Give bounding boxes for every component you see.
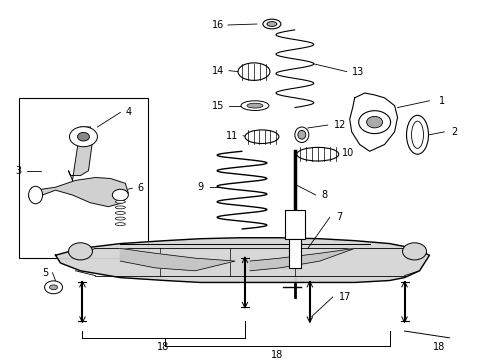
Text: 12: 12 (333, 120, 345, 130)
Text: 11: 11 (225, 131, 238, 141)
Text: 8: 8 (321, 190, 327, 200)
Bar (288, 239, 300, 268)
Ellipse shape (406, 115, 427, 154)
Bar (19, 98, 148, 258)
Circle shape (68, 243, 92, 260)
Text: 14: 14 (211, 66, 224, 76)
Circle shape (69, 127, 97, 147)
Ellipse shape (115, 201, 125, 203)
Text: 6: 6 (137, 183, 143, 193)
Circle shape (358, 111, 390, 134)
Text: 18: 18 (157, 342, 169, 352)
Polygon shape (349, 93, 397, 151)
Text: 9: 9 (197, 182, 203, 192)
Ellipse shape (266, 22, 276, 26)
Text: 3: 3 (16, 166, 21, 176)
Text: 4: 4 (125, 107, 131, 117)
Text: 13: 13 (351, 67, 363, 77)
Ellipse shape (294, 127, 308, 143)
Text: 2: 2 (450, 127, 457, 137)
Circle shape (366, 116, 382, 128)
Ellipse shape (115, 206, 125, 209)
Circle shape (44, 281, 62, 294)
Ellipse shape (115, 212, 125, 215)
Text: 1: 1 (439, 96, 445, 106)
Polygon shape (56, 238, 428, 283)
Circle shape (77, 132, 89, 141)
Circle shape (112, 189, 128, 201)
Ellipse shape (29, 186, 42, 204)
Ellipse shape (246, 103, 263, 108)
Text: 16: 16 (211, 20, 224, 30)
Polygon shape (120, 248, 235, 271)
Ellipse shape (263, 19, 280, 29)
Text: 10: 10 (341, 148, 353, 158)
Ellipse shape (411, 121, 423, 148)
Ellipse shape (115, 217, 125, 220)
Bar (285, 210, 304, 239)
Text: 18: 18 (432, 342, 445, 352)
Polygon shape (68, 127, 92, 180)
Ellipse shape (115, 223, 125, 226)
Ellipse shape (296, 147, 338, 161)
Circle shape (402, 243, 426, 260)
Polygon shape (249, 248, 354, 271)
Ellipse shape (297, 130, 305, 139)
Text: 18: 18 (270, 350, 283, 360)
Ellipse shape (49, 285, 58, 290)
Ellipse shape (244, 130, 278, 144)
Text: 5: 5 (42, 268, 49, 278)
Ellipse shape (241, 101, 268, 111)
Text: 7: 7 (336, 212, 342, 222)
Polygon shape (29, 177, 128, 207)
Text: 15: 15 (211, 101, 224, 111)
Text: 17: 17 (338, 292, 350, 302)
Ellipse shape (238, 63, 269, 80)
